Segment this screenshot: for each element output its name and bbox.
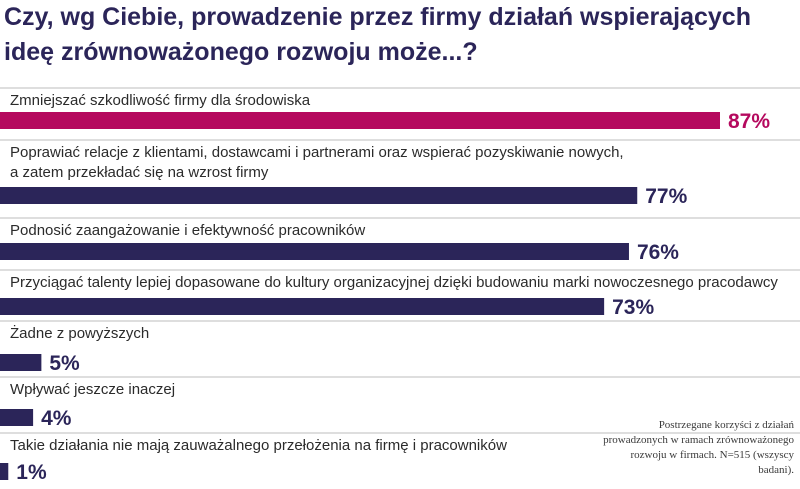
source-note: Postrzegane korzyści z działań prowadzon… <box>603 419 794 476</box>
category-label: Poprawiać relacje z klientami, dostawcam… <box>10 144 624 161</box>
bar <box>0 298 605 315</box>
bar <box>0 112 720 129</box>
category-label: Przyciągać talenty lepiej dopasowane do … <box>10 274 778 291</box>
value-label: 73% <box>612 296 654 319</box>
category-label: Podnosić zaangażowanie i efektywność pra… <box>10 222 365 239</box>
chart-title: Czy, wg Ciebie, prowadzenie przez firmy … <box>4 3 751 66</box>
value-label: 87% <box>728 110 770 133</box>
bar <box>0 243 629 260</box>
category-label: Wpływać jeszcze inaczej <box>10 381 175 398</box>
value-label: 4% <box>41 407 72 430</box>
bar <box>0 463 9 480</box>
category-label: Zmniejszać szkodliwość firmy dla środowi… <box>10 92 311 109</box>
bar <box>0 187 638 204</box>
category-label: a zatem przekładać się na wzrost firmy <box>10 164 269 181</box>
category-label: Żadne z powyższych <box>10 324 149 342</box>
value-label: 1% <box>16 461 47 484</box>
value-label: 5% <box>49 352 80 375</box>
value-label: 77% <box>645 185 687 208</box>
bar <box>0 409 34 426</box>
value-label: 76% <box>637 241 679 264</box>
bar <box>0 354 42 371</box>
category-label: Takie działania nie mają zauważalnego pr… <box>10 437 507 454</box>
